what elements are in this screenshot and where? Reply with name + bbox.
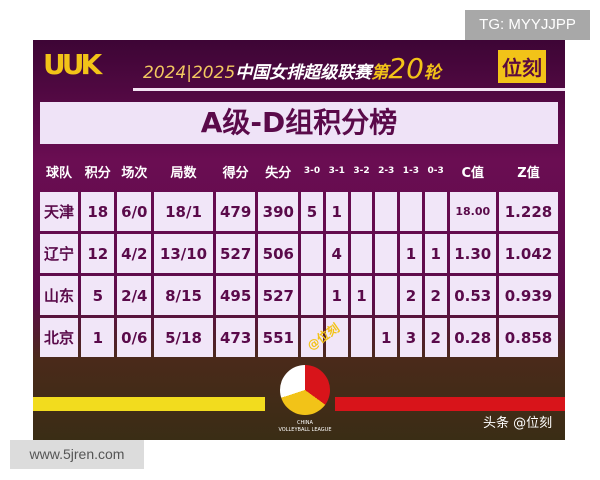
table-cell: 0.858 — [498, 318, 558, 357]
column-header: C值 — [461, 165, 485, 181]
table-row: 山东 5 2/4 8/15 495 527 1 1 2 2 0.53 0.939 — [40, 276, 558, 315]
table-cell: 1 — [325, 276, 348, 315]
table-cell: 0.53 — [449, 276, 496, 315]
table-cell: 12 — [81, 234, 115, 273]
column-header: 2-3 — [378, 166, 395, 176]
column-header: Z值 — [517, 165, 540, 181]
table-cell: 辽宁 — [40, 234, 79, 273]
column-header: 3-0 — [303, 166, 321, 176]
standings-table: 球队 积分 场次 局数 得分 失分 3-0 3-1 3-2 2-3 1-3 0-3 C值 Z值 天津 18 6… — [37, 150, 561, 360]
league-name: 中国女排超级联赛 — [235, 63, 372, 83]
column-header: 3-2 — [353, 166, 370, 176]
table-cell: 1.30 — [449, 234, 496, 273]
table-cell — [325, 318, 348, 357]
table-cell: 2/4 — [117, 276, 152, 315]
table-cell: 2 — [424, 318, 447, 357]
table-cell: 5 — [301, 192, 323, 231]
red-stripe — [335, 397, 565, 411]
table-cell: 1 — [400, 234, 422, 273]
table-cell — [375, 234, 398, 273]
table-cell: 5 — [81, 276, 115, 315]
table-cell — [424, 192, 447, 231]
table-cell: 495 — [215, 276, 256, 315]
table-cell — [301, 234, 323, 273]
table-row: 天津 18 6/0 18/1 479 390 5 1 18.00 1.228 — [40, 192, 558, 231]
table-cell: 0.939 — [498, 276, 558, 315]
table-cell: 1 — [81, 318, 115, 357]
column-header: 场次 — [121, 165, 148, 181]
table-cell: 390 — [258, 192, 299, 231]
table-cell: 18/1 — [154, 192, 213, 231]
yellow-stripe — [33, 397, 265, 411]
table-cell: 1 — [325, 192, 348, 231]
column-header: 0-3 — [427, 166, 444, 176]
table-cell — [375, 276, 398, 315]
table-cell: 2 — [400, 276, 422, 315]
column-header: 球队 — [46, 165, 73, 181]
table-cell: 4/2 — [117, 234, 152, 273]
tg-watermark: TG: MYYJJPP — [465, 10, 590, 40]
table-cell: 0.28 — [449, 318, 496, 357]
table-cell — [375, 192, 398, 231]
standings-poster: UUK 2024|2025中国女排超级联赛第20轮 位刻 A级-D组积分榜 球队… — [33, 40, 565, 440]
season: 2024|2025 — [143, 63, 236, 83]
column-header: 局数 — [170, 165, 197, 181]
table-cell: 天津 — [40, 192, 79, 231]
header-divider — [133, 88, 565, 91]
table-cell — [350, 234, 373, 273]
table-cell: 18 — [81, 192, 115, 231]
table-cell: 1.228 — [498, 192, 558, 231]
column-header: 1-3 — [402, 166, 420, 176]
table-cell: 1.042 — [498, 234, 558, 273]
table-row: 辽宁 12 4/2 13/10 527 506 4 1 1 1.30 1.042 — [40, 234, 558, 273]
table-cell: 8/15 — [154, 276, 213, 315]
table-cell — [350, 192, 373, 231]
logo-line1: CHINA — [297, 420, 313, 426]
column-header: 失分 — [265, 165, 292, 181]
logo-line2: VOLLEYBALL LEAGUE — [278, 427, 332, 433]
page-title: A级-D组积分榜 — [40, 102, 558, 144]
table-cell — [301, 318, 323, 357]
table-cell: 506 — [258, 234, 299, 273]
table-cell: 山东 — [40, 276, 79, 315]
table-cell: 0/6 — [117, 318, 152, 357]
toutiao-watermark: 头条 @位刻 — [483, 416, 553, 431]
table-row: 北京 1 0/6 5/18 473 551 1 3 2 0.28 0.858 — [40, 318, 558, 357]
uuk-logo: UUK — [43, 48, 102, 81]
table-cell: 527 — [215, 234, 256, 273]
volleyball-league-logo — [280, 365, 330, 415]
table-cell — [301, 276, 323, 315]
table-cell: 4 — [325, 234, 348, 273]
table-cell: 1 — [375, 318, 398, 357]
table-cell: 5/18 — [154, 318, 213, 357]
table-cell: 3 — [400, 318, 422, 357]
league-logo-text: CHINA VOLLEYBALL LEAGUE — [268, 420, 342, 434]
round-prefix: 第 — [371, 63, 389, 83]
table-cell: 473 — [215, 318, 256, 357]
table-cell: 13/10 — [154, 234, 213, 273]
brand-logo: 位刻 — [498, 50, 546, 83]
league-header: 2024|2025中国女排超级联赛第20轮 — [143, 52, 441, 85]
column-header: 得分 — [222, 165, 249, 181]
round-number: 20 — [388, 52, 424, 85]
table-cell: 2 — [424, 276, 447, 315]
table-cell: 551 — [258, 318, 299, 357]
table-cell — [400, 192, 422, 231]
site-watermark: www.5jren.com — [10, 440, 144, 469]
table-cell: 18.00 — [449, 192, 496, 231]
column-header: 积分 — [84, 165, 111, 181]
table-cell: 1 — [350, 276, 373, 315]
column-header: 3-1 — [328, 166, 345, 176]
round-suffix: 轮 — [423, 63, 441, 83]
table-cell: 527 — [258, 276, 299, 315]
table-cell: 479 — [215, 192, 256, 231]
table-cell: 1 — [424, 234, 447, 273]
table-cell: 北京 — [40, 318, 79, 357]
table-cell — [350, 318, 373, 357]
table-cell: 6/0 — [117, 192, 152, 231]
